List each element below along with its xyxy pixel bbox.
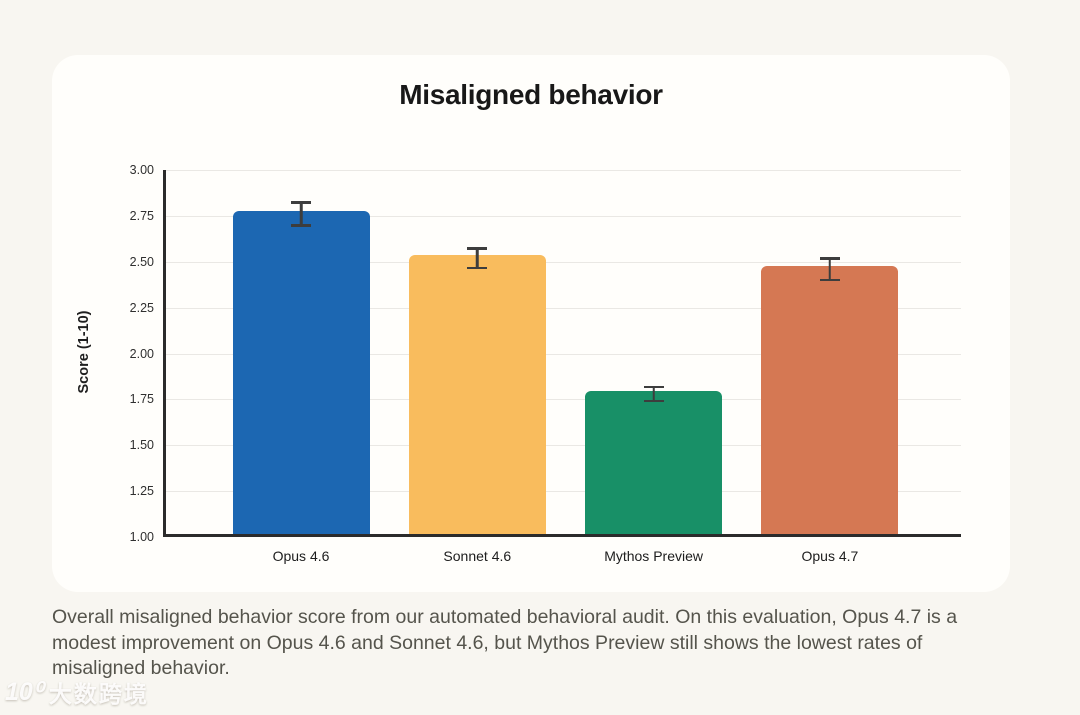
y-tick-label: 3.00 xyxy=(129,163,154,177)
gridline xyxy=(166,170,961,171)
y-axis-label: Score (1-10) xyxy=(76,310,92,394)
y-tick-label: 1.75 xyxy=(129,392,154,407)
error-bar-stem xyxy=(476,247,479,270)
gridline xyxy=(166,307,961,309)
x-tick-label: Opus 4.7 xyxy=(801,548,859,564)
bar-sonnet-4-6 xyxy=(408,255,546,534)
error-bar xyxy=(291,201,311,227)
bar-mythos-preview xyxy=(585,390,723,534)
error-bar-stem xyxy=(299,201,303,227)
y-tick-label: 2.50 xyxy=(129,254,154,269)
gridline xyxy=(166,353,961,355)
error-bar-cap xyxy=(467,266,488,270)
error-bar-stem xyxy=(828,257,832,281)
x-tick-label: Opus 4.6 xyxy=(272,548,330,564)
x-tick-label: Sonnet 4.6 xyxy=(443,548,512,564)
error-bar xyxy=(819,257,840,281)
gridline xyxy=(166,215,961,217)
watermark-text: 大数跨境 xyxy=(48,681,149,707)
error-bar-cap xyxy=(291,224,311,227)
y-tick-label: 2.00 xyxy=(129,346,154,361)
x-tick-label: Mythos Preview xyxy=(604,548,703,564)
chart-caption: Overall misaligned behavior score from o… xyxy=(52,606,958,679)
bar-opus-4-6 xyxy=(232,211,370,534)
gridline xyxy=(166,399,961,401)
gridline xyxy=(166,491,961,493)
y-tick-label: 1.25 xyxy=(129,484,154,499)
y-tick-label: 2.75 xyxy=(129,208,154,223)
watermark-logo-icon: 10⁰ xyxy=(5,678,43,706)
gridline xyxy=(166,445,961,447)
plot-area: Score (1-10) 1.00 1.25 1.50 1.75 2.00 2.25 2.5… xyxy=(76,163,961,564)
y-tick-label: 2.25 xyxy=(129,300,154,315)
error-bar-stem xyxy=(652,385,655,403)
error-bar-cap xyxy=(643,399,664,403)
error-bar-cap xyxy=(819,278,840,281)
bar-opus-4-7 xyxy=(761,266,899,534)
error-bar xyxy=(643,385,664,403)
chart-card: Misaligned behavior Score (1-10) 1.00 1.2… xyxy=(52,55,1010,592)
chart-title: Misaligned behavior xyxy=(399,79,663,110)
y-tick-label: 1.50 xyxy=(129,438,154,453)
watermark: 10⁰ 大数跨境 xyxy=(5,675,149,709)
y-tick-label: 1.00 xyxy=(129,530,154,544)
error-bar xyxy=(467,247,488,270)
gridline xyxy=(166,261,961,263)
